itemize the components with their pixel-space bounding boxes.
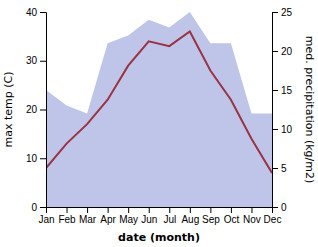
tick: Feb (58, 207, 76, 225)
tick-mark (272, 129, 278, 130)
axis-line (47, 208, 273, 214)
y2-axis-title: med. precipitation (kg/m2) (303, 36, 316, 184)
tick: 25 (272, 7, 293, 18)
tick-mark (40, 207, 46, 208)
tick: 10 (26, 153, 46, 164)
tick-label: May (119, 214, 138, 225)
y-axis: 0 10 20 30 40 (26, 7, 47, 213)
tick-label: 0 (281, 202, 287, 213)
axis-line (40, 13, 47, 208)
tick-mark (251, 207, 252, 213)
tick-label: 30 (26, 55, 38, 66)
x-axis: Jan FebMarAprMayJun Jul AugSep OctNovDec (38, 207, 281, 225)
tick-mark (40, 110, 46, 111)
tick: 10 (272, 124, 293, 135)
tick-mark (87, 207, 88, 213)
tick-mark (272, 51, 278, 52)
tick-mark (231, 207, 232, 213)
plot: JanFebMarAprMayJunJulAugSepOctNovDec0102… (26, 7, 293, 225)
tick-mark (272, 12, 278, 13)
tick-mark (169, 207, 170, 213)
marks (46, 12, 272, 207)
tick-label: 10 (26, 153, 38, 164)
tick-mark (272, 207, 278, 208)
tick: 15 (272, 85, 293, 96)
tick: 0 (31, 202, 46, 213)
tick-label: Oct (224, 214, 240, 225)
tick: Apr (100, 207, 116, 225)
tick-label: Jun (141, 214, 157, 225)
tick-label: Feb (58, 214, 76, 225)
y-axis-title: max temp (C) (2, 71, 15, 147)
tick: Dec (264, 207, 282, 225)
tick-mark (40, 61, 46, 62)
tick-label: Jan (38, 214, 54, 225)
tick-mark (210, 207, 211, 213)
tick-label: Apr (100, 214, 116, 225)
tick: 5 (272, 163, 287, 174)
tick-mark (108, 207, 109, 213)
chart: JanFebMarAprMayJunJulAugSepOctNovDec0102… (0, 0, 318, 247)
tick: 20 (272, 46, 293, 57)
y2-axis: 0 5 10 15 20 25 (272, 7, 293, 213)
tick-mark (149, 207, 150, 213)
axis-line (273, 13, 279, 208)
tick-label: Nov (243, 214, 261, 225)
tick: Aug (181, 207, 199, 225)
tick: May (119, 207, 138, 225)
tick: 20 (26, 104, 46, 115)
tick-mark (272, 168, 278, 169)
tick-label: 0 (31, 202, 37, 213)
tick-mark (190, 207, 191, 213)
temperature-line (46, 32, 272, 173)
tick-label: 20 (281, 46, 293, 57)
tick: Jun (141, 207, 157, 225)
tick-mark (40, 12, 46, 13)
tick: Oct (224, 207, 240, 225)
tick-label: 10 (281, 124, 293, 135)
tick-label: 15 (281, 85, 293, 96)
tick-label: Aug (181, 214, 199, 225)
tick-label: Jul (163, 214, 176, 225)
tick-label: 20 (26, 104, 38, 115)
chart-container: JanFebMarAprMayJunJulAugSepOctNovDec0102… (0, 0, 318, 247)
precipitation-area (46, 12, 272, 207)
tick: Sep (202, 207, 220, 225)
tick-mark (40, 158, 46, 159)
x-axis-title: date (month) (118, 231, 200, 244)
tick: Mar (79, 207, 97, 225)
tick: 0 (272, 202, 287, 213)
tick-label: 25 (281, 7, 293, 18)
tick-mark (128, 207, 129, 213)
tick: 30 (26, 55, 46, 66)
tick-label: 40 (26, 7, 38, 18)
tick-label: Dec (264, 214, 282, 225)
tick-mark (272, 90, 278, 91)
tick-label: Mar (79, 214, 97, 225)
tick: Jan (38, 207, 54, 225)
tick: Jul (163, 207, 176, 225)
tick-mark (67, 207, 68, 213)
tick: 40 (26, 7, 46, 18)
tick-label: 5 (281, 163, 287, 174)
tick-label: Sep (202, 214, 220, 225)
tick: Nov (243, 207, 261, 225)
